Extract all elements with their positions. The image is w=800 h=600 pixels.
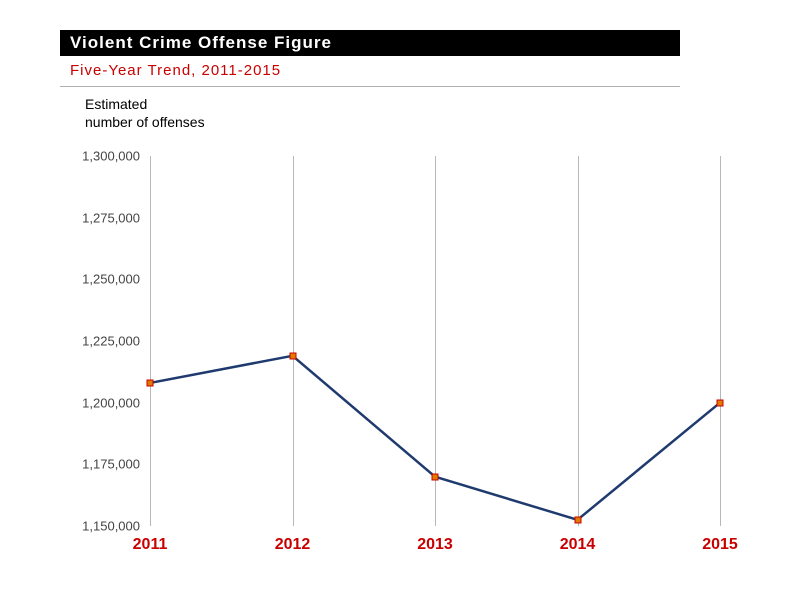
chart-title-bar: Violent Crime Offense Figure	[60, 30, 680, 56]
data-point-marker	[574, 516, 581, 523]
chart-title: Violent Crime Offense Figure	[70, 33, 332, 52]
header-divider	[60, 86, 680, 87]
data-point-marker	[432, 473, 439, 480]
gridline	[578, 156, 579, 526]
chart-area: 1,150,000 1,175,000 1,200,000 1,225,000 1,25…	[60, 146, 740, 576]
y-axis-label-line1: Estimated	[85, 96, 147, 112]
x-tick-label: 2012	[275, 536, 311, 554]
gridline	[720, 156, 721, 526]
y-tick-label: 1,250,000	[60, 272, 140, 287]
y-axis-label-line2: number of offenses	[85, 114, 205, 130]
chart-svg	[60, 146, 740, 576]
gridline	[150, 156, 151, 526]
x-tick-label: 2015	[702, 536, 738, 554]
figure-container: Violent Crime Offense Figure Five-Year T…	[0, 0, 800, 600]
chart-subtitle: Five-Year Trend, 2011-2015	[70, 62, 281, 79]
gridline	[435, 156, 436, 526]
data-point-marker	[147, 379, 154, 386]
y-tick-label: 1,175,000	[60, 457, 140, 472]
y-axis-label: Estimated number of offenses	[85, 96, 205, 131]
x-tick-label: 2013	[417, 536, 453, 554]
data-point-marker	[717, 399, 724, 406]
gridline	[293, 156, 294, 526]
data-point-marker	[289, 352, 296, 359]
y-tick-label: 1,150,000	[60, 519, 140, 534]
y-tick-label: 1,225,000	[60, 334, 140, 349]
y-tick-label: 1,275,000	[60, 210, 140, 225]
y-tick-label: 1,300,000	[60, 149, 140, 164]
x-tick-label: 2014	[560, 536, 596, 554]
x-tick-label: 2011	[133, 536, 168, 554]
y-tick-label: 1,200,000	[60, 395, 140, 410]
